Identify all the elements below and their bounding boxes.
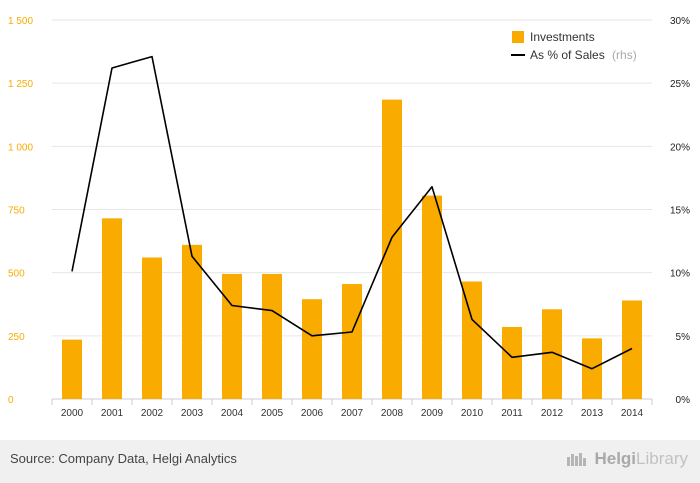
x-axis-ticks: 2000 2001 2002 2003 2004 2005 2006 2007 2008 2009… <box>51 399 653 419</box>
x-axis-tick-label: 2014 <box>621 408 644 419</box>
brand-name-light: Library <box>636 449 688 468</box>
investment-bar <box>62 339 82 399</box>
investment-bar <box>102 218 122 399</box>
left-axis-tick-label: 0 <box>8 395 14 406</box>
x-axis-tick-label: 2012 <box>541 408 564 419</box>
right-axis-tick-label: 30% <box>670 16 690 27</box>
x-axis-tick-label: 2000 <box>61 408 84 419</box>
library-logo-icon <box>567 453 587 466</box>
left-axis-tick-label: 500 <box>8 269 25 280</box>
legend-label-sales-percent-name: As % of Sales <box>530 48 605 62</box>
brand: HelgiLibrary <box>566 449 688 469</box>
brand-name-bold: Helgi <box>594 449 637 468</box>
right-axis-tick-label: 10% <box>670 269 690 280</box>
x-axis-tick-label: 2011 <box>501 408 523 419</box>
investment-bar <box>222 273 242 399</box>
footer: Source: Company Data, Helgi Analytics He… <box>0 440 700 483</box>
legend-label-sales-percent: As % of Sales (rhs) <box>530 48 637 62</box>
investment-bar <box>542 309 562 399</box>
left-axis-tick-label: 750 <box>8 206 25 217</box>
x-axis-tick-label: 2005 <box>261 408 284 419</box>
left-axis-ticks: 0 250 500 750 1 000 1 250 1 500 <box>8 16 33 406</box>
x-axis-tick-label: 2009 <box>421 408 444 419</box>
right-axis-tick-label: 20% <box>670 142 690 153</box>
combo-chart: 0 250 500 750 1 000 1 250 1 500 0% 5% 10% 15% 20% 2… <box>8 16 690 419</box>
x-axis-tick-label: 2006 <box>301 408 324 419</box>
legend-label-investments: Investments <box>530 30 595 44</box>
right-axis-ticks: 0% 5% 10% 15% 20% 25% 30% <box>670 16 690 406</box>
x-axis-tick-label: 2001 <box>101 408 124 419</box>
x-axis-tick-label: 2010 <box>461 408 484 419</box>
investment-bar <box>622 300 642 399</box>
investment-bar <box>502 326 522 399</box>
x-axis-tick-label: 2003 <box>181 408 204 419</box>
left-axis-tick-label: 1 250 <box>8 79 33 90</box>
left-axis-tick-label: 1 500 <box>8 16 33 27</box>
investment-bar <box>422 195 442 399</box>
x-axis-tick-label: 2002 <box>141 408 164 419</box>
x-axis-tick-label: 2004 <box>221 408 244 419</box>
sales-percent-line <box>71 55 633 370</box>
investment-bar <box>462 281 482 399</box>
brand-name: HelgiLibrary <box>594 449 688 469</box>
legend: Investments As % of Sales (rhs) <box>511 30 637 62</box>
x-axis-tick-label: 2008 <box>381 408 404 419</box>
left-axis-tick-label: 250 <box>8 332 25 343</box>
sales-percent-series-line <box>71 55 633 370</box>
investment-bars <box>62 99 642 399</box>
x-axis-tick-label: 2013 <box>581 408 604 419</box>
legend-swatch-investments <box>512 31 524 43</box>
investment-bar <box>382 99 402 399</box>
right-axis-tick-label: 5% <box>676 332 691 343</box>
right-axis-tick-label: 0% <box>676 395 691 406</box>
investment-bar <box>302 299 322 399</box>
investment-bar <box>262 273 282 399</box>
investment-bar <box>182 244 202 399</box>
left-axis-tick-label: 1 000 <box>8 142 33 153</box>
x-axis-tick-label: 2007 <box>341 408 364 419</box>
right-axis-tick-label: 15% <box>670 206 690 217</box>
investment-bar <box>142 257 162 399</box>
legend-label-rhs: (rhs) <box>612 48 637 62</box>
right-axis-tick-label: 25% <box>670 79 690 90</box>
investment-bar <box>342 284 362 399</box>
source-note: Source: Company Data, Helgi Analytics <box>10 451 237 466</box>
